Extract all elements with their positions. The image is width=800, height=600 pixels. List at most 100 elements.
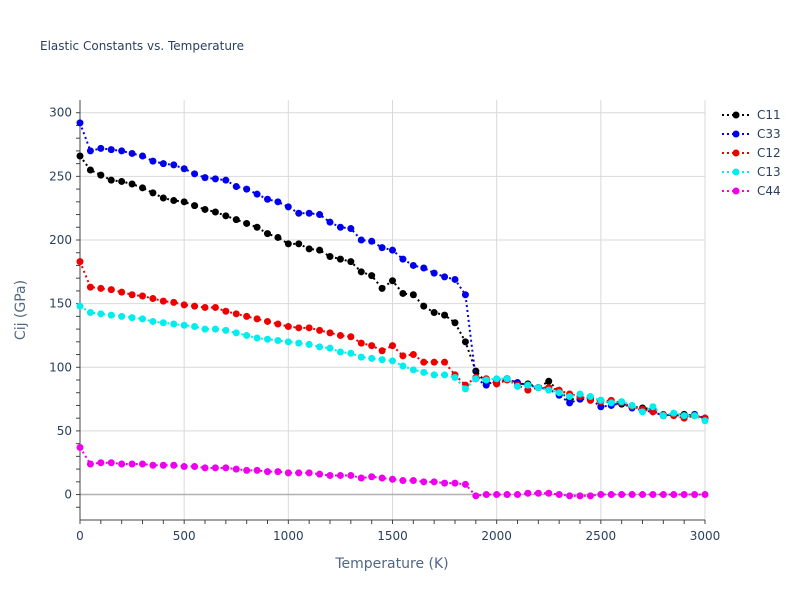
axes: 0 500 1000 1500 2000 2500 3000 0 50 100 150 200 250 3… [49, 100, 720, 543]
data-point-c44 [222, 464, 230, 472]
data-point-c44 [597, 491, 605, 499]
data-point-c12 [368, 342, 376, 350]
x-axis-title: Temperature (K) [334, 556, 448, 572]
legend-swatch-marker [732, 111, 740, 119]
data-point-c11 [253, 223, 261, 231]
data-point-c11 [368, 272, 376, 280]
data-point-c12 [295, 324, 303, 332]
data-point-c11 [420, 302, 428, 310]
data-series [76, 119, 709, 500]
data-point-c12 [493, 380, 501, 388]
data-point-c12 [107, 286, 115, 294]
data-point-c33 [420, 264, 428, 272]
data-point-c13 [118, 312, 126, 320]
data-point-c13 [295, 339, 303, 347]
data-point-c11 [211, 208, 219, 216]
data-point-c33 [441, 273, 449, 281]
data-point-c11 [451, 319, 459, 327]
data-point-c44 [503, 491, 511, 499]
y-tick-label: 200 [49, 233, 72, 247]
data-point-c13 [659, 412, 667, 420]
data-point-c13 [451, 373, 459, 381]
data-point-c11 [326, 253, 334, 261]
data-point-c13 [264, 335, 271, 343]
data-point-c13 [191, 323, 199, 331]
data-point-c33 [316, 211, 324, 219]
data-point-c13 [211, 325, 219, 333]
data-point-c13 [430, 371, 438, 379]
data-point-c33 [180, 165, 188, 173]
data-point-c33 [566, 399, 574, 407]
data-point-c44 [274, 468, 282, 476]
data-point-c12 [389, 342, 396, 350]
data-point-c12 [420, 358, 428, 366]
data-point-c44 [336, 471, 344, 479]
data-point-c12 [243, 312, 251, 320]
data-point-c13 [389, 357, 396, 365]
legend-item-c44[interactable]: C44 [722, 184, 781, 198]
x-tick-label: 1000 [273, 529, 304, 543]
data-point-c33 [222, 176, 230, 184]
data-point-c13 [576, 390, 584, 398]
data-point-c11 [295, 240, 303, 248]
data-point-c13 [368, 354, 376, 362]
data-point-c33 [451, 275, 459, 283]
data-point-c33 [107, 146, 115, 154]
data-point-c11 [222, 212, 230, 220]
legend[interactable]: C11 C33 C12 C13 C44 [722, 108, 781, 198]
data-point-c13 [253, 334, 261, 342]
data-point-c12 [76, 258, 84, 266]
data-point-c33 [482, 381, 490, 389]
data-point-c33 [326, 218, 334, 226]
x-tick-label: 0 [76, 529, 84, 543]
legend-item-c13[interactable]: C13 [722, 165, 781, 179]
data-point-c13 [503, 375, 511, 383]
data-point-c33 [170, 161, 178, 169]
data-point-c13 [461, 385, 469, 393]
data-point-c13 [566, 393, 574, 401]
data-point-c44 [149, 461, 157, 469]
x-tick-label: 2000 [481, 529, 512, 543]
data-point-c13 [149, 317, 157, 325]
data-point-c44 [170, 461, 178, 469]
data-point-c44 [86, 460, 94, 468]
data-point-c11 [76, 152, 84, 160]
data-point-c44 [409, 477, 417, 485]
data-point-c44 [107, 459, 115, 467]
data-point-c13 [232, 329, 240, 337]
data-point-c13 [76, 302, 84, 310]
data-point-c44 [232, 465, 240, 473]
data-point-c33 [274, 198, 282, 206]
data-point-c12 [336, 331, 344, 339]
data-point-c11 [545, 377, 553, 385]
data-point-c13 [347, 349, 355, 357]
data-point-c13 [378, 356, 386, 364]
legend-label: C33 [757, 127, 781, 141]
data-point-c44 [139, 460, 146, 468]
data-point-c12 [524, 386, 532, 394]
data-point-c44 [180, 463, 188, 471]
legend-item-c33[interactable]: C33 [722, 127, 781, 141]
data-point-c12 [274, 320, 282, 328]
data-point-c11 [305, 245, 313, 253]
data-point-c12 [232, 310, 240, 318]
data-point-c44 [316, 470, 324, 478]
data-point-c44 [472, 492, 480, 500]
data-point-c11 [97, 171, 105, 179]
legend-swatch-marker [732, 130, 740, 138]
data-point-c44 [628, 491, 636, 499]
data-point-c33 [201, 174, 209, 182]
data-point-c44 [159, 461, 167, 469]
legend-item-c11[interactable]: C11 [722, 108, 781, 122]
data-point-c33 [253, 190, 261, 198]
data-point-c44 [691, 491, 699, 499]
data-point-c12 [399, 352, 407, 360]
data-point-c44 [420, 478, 428, 486]
legend-item-c12[interactable]: C12 [722, 146, 781, 160]
data-point-c11 [86, 166, 94, 174]
data-point-c33 [430, 269, 438, 277]
data-point-c12 [326, 329, 334, 337]
data-point-c33 [191, 170, 199, 178]
data-point-c13 [472, 375, 480, 383]
